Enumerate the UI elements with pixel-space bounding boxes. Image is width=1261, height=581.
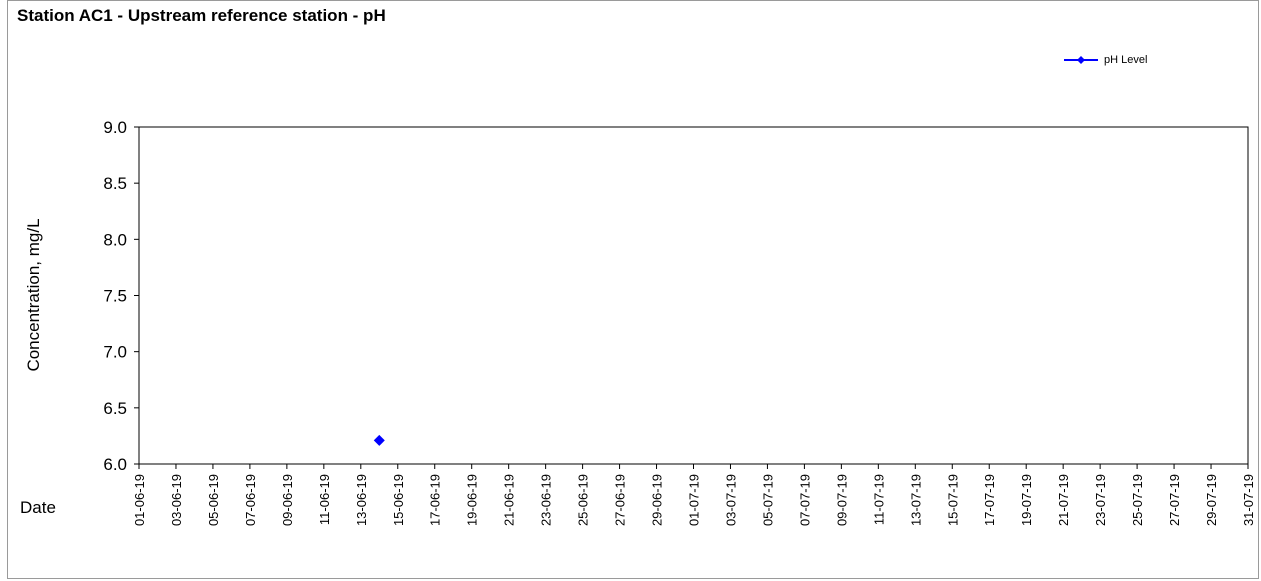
chart-title: Station AC1 - Upstream reference station… [17, 6, 386, 25]
y-tick-label: 7.5 [103, 287, 127, 306]
x-tick-label: 01-07-19 [687, 474, 702, 526]
x-tick-label: 17-06-19 [428, 474, 443, 526]
x-tick-label: 19-06-19 [465, 474, 480, 526]
x-tick-label: 01-06-19 [132, 474, 147, 526]
legend-marker-icon [1064, 56, 1098, 64]
x-tick-label: 07-07-19 [797, 474, 812, 526]
x-tick-label: 09-06-19 [280, 474, 295, 526]
x-tick-label: 23-07-19 [1093, 474, 1108, 526]
x-tick-label: 11-07-19 [871, 474, 886, 525]
x-tick-label: 15-06-19 [391, 474, 406, 526]
y-tick-label: 8.5 [103, 174, 127, 193]
x-tick-label: 23-06-19 [539, 474, 554, 526]
x-tick-label: 17-07-19 [982, 474, 997, 526]
x-tick-label: 13-06-19 [354, 474, 369, 526]
x-tick-label: 05-07-19 [760, 474, 775, 526]
x-tick-label: 19-07-19 [1019, 474, 1034, 526]
x-tick-label: 13-07-19 [908, 474, 923, 526]
chart-frame [7, 0, 1259, 579]
legend: pH Level [1064, 52, 1147, 68]
x-tick-label: 25-07-19 [1130, 474, 1145, 526]
x-tick-label: 21-07-19 [1056, 474, 1071, 526]
x-tick-label: 27-07-19 [1167, 474, 1182, 526]
x-tick-label: 07-06-19 [243, 474, 258, 526]
y-tick-label: 6.5 [103, 399, 127, 418]
x-tick-label: 27-06-19 [613, 474, 628, 526]
x-tick-label: 03-07-19 [723, 474, 738, 526]
data-point [373, 434, 385, 446]
x-axis-label: Date [20, 498, 56, 517]
x-tick-label: 09-07-19 [834, 474, 849, 526]
x-tick-label: 25-06-19 [576, 474, 591, 526]
y-tick-label: 6.0 [103, 455, 127, 474]
x-tick-label: 29-06-19 [650, 474, 665, 526]
y-tick-label: 9.0 [103, 118, 127, 137]
x-tick-label: 11-06-19 [317, 474, 332, 525]
x-tick-label: 21-06-19 [502, 474, 517, 526]
y-tick-label: 8.0 [103, 230, 127, 249]
x-tick-label: 03-06-19 [169, 474, 184, 526]
x-tick-label: 29-07-19 [1204, 474, 1219, 526]
y-tick-label: 7.0 [103, 343, 127, 362]
x-tick-label: 15-07-19 [945, 474, 960, 526]
x-tick-label: 31-07-19 [1241, 474, 1256, 526]
plot-border [138, 126, 1249, 465]
legend-label: pH Level [1104, 54, 1148, 66]
x-tick-label: 05-06-19 [206, 474, 221, 526]
